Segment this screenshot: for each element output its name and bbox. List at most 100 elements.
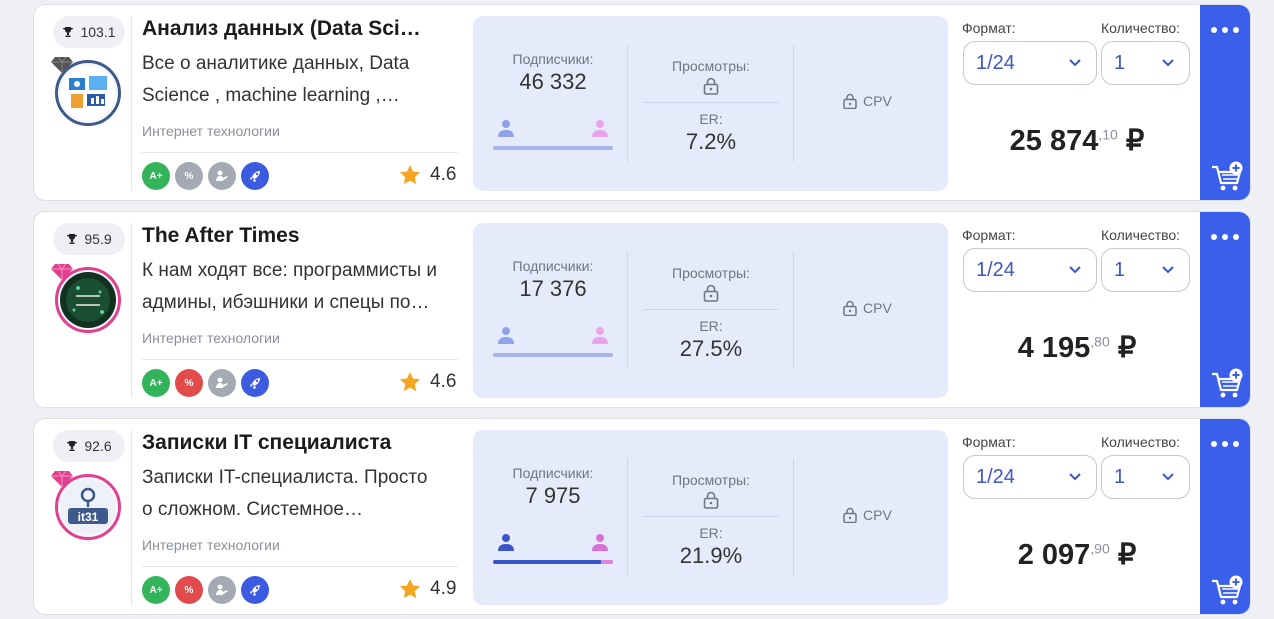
stats-panel: Подписчики: 17 376 Просмотры: ER: 27.5% … [473,223,948,398]
divider [131,16,132,191]
subscribers-label: Подписчики: [512,51,594,67]
quality-badge[interactable]: A+ [142,369,170,397]
quantity-value: 1 [1114,465,1126,488]
star-icon [400,372,420,392]
add-to-cart-icon[interactable] [1210,368,1244,400]
quantity-label: Количество: [1101,227,1181,243]
cpv-label: CPV [863,93,892,109]
rocket-icon[interactable] [241,162,269,190]
add-to-cart-icon[interactable] [1210,575,1244,607]
more-icon[interactable] [1211,27,1239,33]
divider [131,223,132,398]
er-label: ER: [699,525,723,541]
more-icon[interactable] [1211,234,1239,240]
lock-icon [703,491,719,509]
format-select[interactable]: 1/24 [963,41,1097,85]
divider [142,359,458,360]
channel-title[interactable]: Анализ данных (Data Science) [142,17,432,40]
price-main: 25 874 [1009,125,1099,157]
gender-split [493,119,613,141]
quantity-select[interactable]: 1 [1101,248,1190,292]
channel-card: 95.9 The After Times К нам ходят все: пр… [33,211,1251,408]
subscribers-label: Подписчики: [512,258,594,274]
price-main: 4 195 [1017,332,1091,364]
er-value: 27.5% [679,336,743,361]
gender-bar [493,353,613,357]
format-value: 1/24 [976,465,1015,488]
lock-icon [843,93,857,109]
format-select[interactable]: 1/24 [963,248,1097,292]
currency: ₽ [1117,332,1137,364]
rank-badge: 103.1 [53,16,125,48]
handshake-icon[interactable] [208,162,236,190]
price-main: 2 097 [1017,539,1091,571]
rocket-icon[interactable] [241,576,269,604]
action-sidebar [1200,5,1250,200]
views-label: Просмотры: [672,472,750,488]
channel-title[interactable]: Записки IT специалиста [142,431,392,454]
discount-badge[interactable]: % [175,162,203,190]
channel-description: Записки IT-специалиста. Просто о сложном… [142,467,428,520]
subscribers-value: 7 975 [525,483,581,508]
format-select[interactable]: 1/24 [963,455,1097,499]
avatar-text: it31 [78,510,99,524]
quality-badge[interactable]: A+ [142,576,170,604]
add-to-cart-icon[interactable] [1210,161,1244,193]
rocket-icon[interactable] [241,369,269,397]
rank-value: 95.9 [84,231,112,247]
badge-list: A+ % [142,369,269,397]
cpv: CPV [843,93,892,109]
male-icon [498,534,514,551]
lock-icon [703,284,719,302]
channel-category: Интернет технологии [142,123,280,139]
channel-title[interactable]: The After Times [142,224,300,247]
trophy-icon [67,441,78,451]
badge-list: A+ % [142,576,269,604]
price-cents: ,80 [1090,333,1110,350]
handshake-icon[interactable] [208,369,236,397]
price: 2 097,90 ₽ [963,537,1191,572]
rank-badge: 95.9 [53,223,125,255]
star-icon [400,165,420,185]
views-label: Просмотры: [672,58,750,74]
views-label: Просмотры: [672,265,750,281]
format-value: 1/24 [976,51,1015,74]
action-sidebar [1200,212,1250,407]
female-icon [592,327,608,344]
price-cents: ,10 [1098,126,1118,143]
rank-value: 103.1 [80,24,116,40]
format-value: 1/24 [976,258,1015,281]
er-label: ER: [699,111,723,127]
avatar[interactable]: it31 [51,470,121,540]
gender-bar [493,146,613,150]
rank-badge: 92.6 [53,430,125,462]
er-value: 7.2% [685,129,737,154]
handshake-icon[interactable] [208,576,236,604]
male-icon [498,327,514,344]
star-icon [400,579,420,599]
channel-category: Интернет технологии [142,537,280,553]
price: 25 874,10 ₽ [963,123,1191,158]
cpv-label: CPV [863,300,892,316]
chevron-down-icon [1069,473,1081,481]
avatar[interactable] [51,56,121,126]
cpv: CPV [843,507,892,523]
discount-badge[interactable]: % [175,369,203,397]
price: 4 195,80 ₽ [963,330,1191,365]
er-label: ER: [699,318,723,334]
quantity-select[interactable]: 1 [1101,41,1190,85]
badge-list: A+ % [142,162,269,190]
quality-badge[interactable]: A+ [142,162,170,190]
rating-value: 4.6 [430,164,457,185]
avatar[interactable] [51,263,121,333]
rating: 4.6 [398,163,456,187]
quantity-select[interactable]: 1 [1101,455,1190,499]
format-label: Формат: [962,434,1016,450]
discount-badge[interactable]: % [175,576,203,604]
more-icon[interactable] [1211,441,1239,447]
female-icon [592,534,608,551]
price-cents: ,90 [1090,540,1110,557]
data-analysis-logo-icon [61,66,115,120]
the-after-times-logo-icon [60,272,116,328]
rank-value: 92.6 [84,438,112,454]
